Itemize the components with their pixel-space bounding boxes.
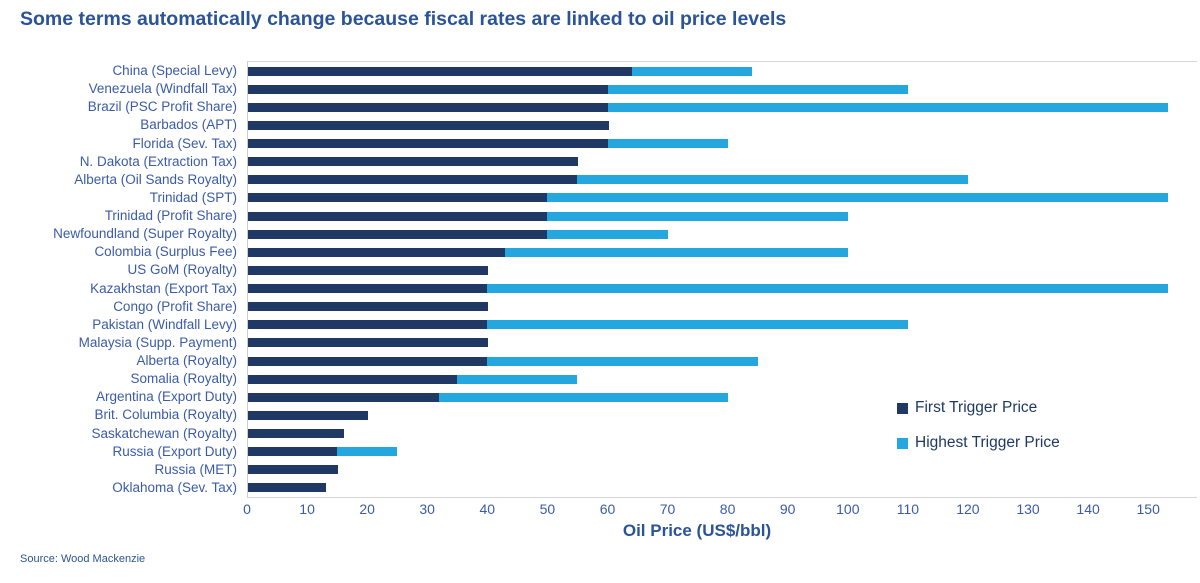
highest-trigger-bar (547, 211, 848, 221)
plot-top-border (247, 61, 1197, 62)
x-axis-tick-label: 30 (419, 501, 435, 517)
legend: First Trigger Price Highest Trigger Price (897, 399, 1060, 469)
first-trigger-bar (248, 465, 339, 475)
first-trigger-bar (248, 410, 369, 420)
legend-item: First Trigger Price (897, 399, 1060, 417)
category-label: Brit. Columbia (Royalty) (94, 407, 237, 423)
category-label: Pakistan (Windfall Levy) (92, 316, 237, 332)
category-label: US GoM (Royalty) (127, 262, 237, 278)
x-axis-tick-label: 90 (779, 501, 796, 517)
x-axis-tick-label: 50 (539, 501, 556, 517)
category-label: Newfoundland (Super Royalty) (53, 226, 237, 242)
x-axis-tick-label: 60 (599, 501, 616, 517)
category-label: Russia (Export Duty) (112, 443, 237, 459)
first-trigger-bar (248, 247, 507, 257)
legend-label: Highest Trigger Price (915, 434, 1060, 451)
category-label: Malaysia (Supp. Payment) (78, 334, 237, 350)
first-trigger-bar (248, 157, 579, 167)
first-trigger-bar (248, 320, 489, 330)
x-axis-tick-label: 70 (659, 501, 676, 517)
first-trigger-bar (248, 84, 609, 94)
category-label: Colombia (Surplus Fee) (94, 244, 237, 260)
x-axis-tick-label: 130 (1016, 501, 1040, 517)
highest-trigger-bar (577, 175, 968, 185)
first-trigger-bar (248, 175, 579, 185)
category-label: N. Dakota (Extraction Tax) (79, 153, 237, 169)
plot-area (247, 62, 1168, 497)
category-label: Congo (Profit Share) (113, 298, 237, 314)
highest-trigger-bar (607, 84, 908, 94)
highest-trigger-bar (607, 139, 728, 149)
x-axis-tick-label: 110 (896, 501, 920, 517)
category-label: Trinidad (Profit Share) (104, 208, 237, 223)
first-trigger-bar (248, 338, 489, 348)
category-label: Argentina (Export Duty) (95, 389, 237, 405)
first-trigger-bar (248, 139, 609, 149)
highest-trigger-bar (631, 66, 752, 76)
x-axis-tick-label: 140 (1076, 501, 1100, 517)
category-label: Venezuela (Windfall Tax) (88, 81, 237, 97)
category-label: Brazil (PSC Profit Share) (87, 99, 237, 115)
first-trigger-bar (248, 356, 489, 366)
first-trigger-bar (248, 483, 327, 493)
category-label: Alberta (Royalty) (136, 353, 237, 368)
page-title: Some terms automatically change because … (20, 8, 787, 30)
first-trigger-bar (248, 284, 489, 294)
x-axis-ticks: 0 10 20 30 40 50 60 70 80 90 100 110 120 130 140 150 (0, 501, 1200, 519)
category-label: Russia (MET) (154, 461, 237, 477)
x-axis-tick-label: 10 (299, 501, 315, 517)
category-label: Florida (Sev. Tax) (132, 135, 237, 151)
legend-item: Highest Trigger Price (897, 434, 1060, 452)
first-trigger-bar (248, 102, 609, 112)
legend-swatch-icon (897, 402, 908, 414)
first-trigger-bar (248, 66, 633, 76)
first-trigger-bar (248, 302, 489, 312)
x-axis-tick-label: 80 (719, 501, 736, 517)
highest-trigger-bar (487, 320, 908, 330)
highest-trigger-bar (487, 356, 758, 366)
highest-trigger-bar (505, 247, 848, 257)
first-trigger-bar (248, 193, 549, 203)
first-trigger-bar (248, 211, 549, 221)
category-label: Somalia (Royalty) (130, 371, 237, 387)
highest-trigger-bar (487, 284, 1168, 294)
highest-trigger-bar (439, 392, 728, 402)
category-label: China (Special Levy) (112, 63, 237, 78)
legend-label: First Trigger Price (915, 399, 1038, 416)
category-labels: China (Special Levy) Venezuela (Windfall … (0, 62, 237, 497)
x-axis-tick-label: 0 (243, 501, 251, 517)
x-axis-tick-label: 120 (956, 501, 980, 517)
first-trigger-bar (248, 374, 459, 384)
first-trigger-bar (248, 447, 339, 457)
first-trigger-bar (248, 229, 549, 239)
x-axis-tick-label: 20 (359, 501, 375, 517)
legend-swatch-icon (897, 437, 908, 449)
highest-trigger-bar (547, 193, 1168, 203)
category-label: Saskatchewan (Royalty) (91, 425, 237, 441)
x-axis-tick-label: 40 (479, 501, 496, 517)
source-note: Source: Wood Mackenzie (20, 553, 146, 565)
x-axis-tick-label: 150 (1136, 501, 1160, 517)
highest-trigger-bar (337, 447, 398, 457)
category-label: Barbados (APT) (140, 117, 237, 133)
category-label: Kazakhstan (Export Tax) (90, 280, 237, 296)
first-trigger-bar (248, 429, 345, 439)
x-axis-title: Oil Price (US$/bbl) (622, 521, 772, 540)
first-trigger-bar (248, 392, 441, 402)
highest-trigger-bar (457, 374, 578, 384)
x-axis-line (247, 497, 1197, 498)
x-axis-tick-label: 100 (836, 501, 860, 517)
first-trigger-bar (248, 120, 609, 130)
highest-trigger-bar (607, 102, 1168, 112)
highest-trigger-bar (547, 229, 668, 239)
y-axis-line (247, 61, 248, 498)
category-label: Oklahoma (Sev. Tax) (112, 479, 237, 495)
first-trigger-bar (248, 265, 489, 275)
category-label: Trinidad (SPT) (149, 189, 237, 205)
category-label: Alberta (Oil Sands Royalty) (74, 171, 237, 187)
